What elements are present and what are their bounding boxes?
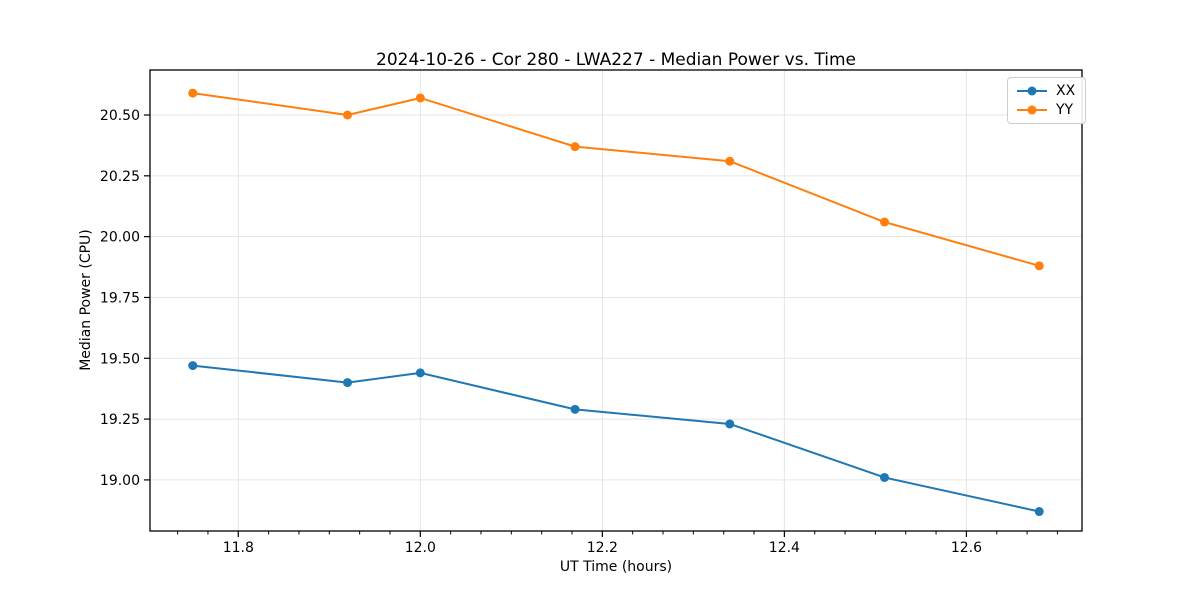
- data-point-xx: [879, 472, 889, 482]
- data-point-xx: [1034, 507, 1044, 517]
- data-point-yy: [1034, 261, 1044, 271]
- x-axis-title: UT Time (hours): [559, 559, 673, 575]
- chart-title: 2024-10-26 - Cor 280 - LWA227 - Median P…: [376, 50, 856, 70]
- y-tick-label: 20.50: [100, 108, 140, 124]
- x-tick-label: 12.4: [769, 540, 800, 556]
- data-point-yy: [188, 88, 198, 98]
- plot-border: [149, 69, 1083, 532]
- legend-line-sample-yy: [1017, 105, 1047, 116]
- legend-item-yy: YY: [1017, 102, 1075, 118]
- y-axis-title: Median Power (CPU): [78, 229, 94, 371]
- x-tick-label: 11.8: [223, 540, 254, 556]
- legend-marker-yy: [1027, 105, 1037, 115]
- data-point-xx: [343, 378, 353, 388]
- legend-label-xx: XX: [1056, 83, 1076, 99]
- data-point-xx: [415, 368, 425, 378]
- legend-marker-xx: [1027, 86, 1037, 96]
- data-point-xx: [725, 419, 735, 429]
- data-point-xx: [188, 361, 198, 371]
- legend-item-xx: XX: [1017, 83, 1075, 99]
- legend-line-sample-xx: [1017, 86, 1047, 97]
- legend: XX YY: [1007, 77, 1087, 124]
- x-tick-label: 12.6: [951, 540, 982, 556]
- x-tick-label: 12.0: [405, 540, 436, 556]
- y-tick-label: 19.75: [100, 290, 140, 306]
- data-point-yy: [415, 93, 425, 103]
- legend-label-yy: YY: [1056, 102, 1074, 118]
- data-point-yy: [879, 217, 889, 227]
- data-point-yy: [570, 142, 580, 152]
- y-tick-label: 19.00: [100, 473, 140, 489]
- y-tick-label: 20.25: [100, 169, 140, 185]
- y-tick-label: 19.50: [100, 351, 140, 367]
- series-line-xx: [191, 364, 1041, 513]
- data-point-yy: [343, 110, 353, 120]
- x-tick-label: 12.2: [587, 540, 618, 556]
- y-tick-label: 19.25: [100, 412, 140, 428]
- series-line-yy: [191, 92, 1041, 267]
- data-point-xx: [570, 404, 580, 414]
- data-point-yy: [725, 156, 735, 166]
- y-tick-label: 20.00: [100, 230, 140, 246]
